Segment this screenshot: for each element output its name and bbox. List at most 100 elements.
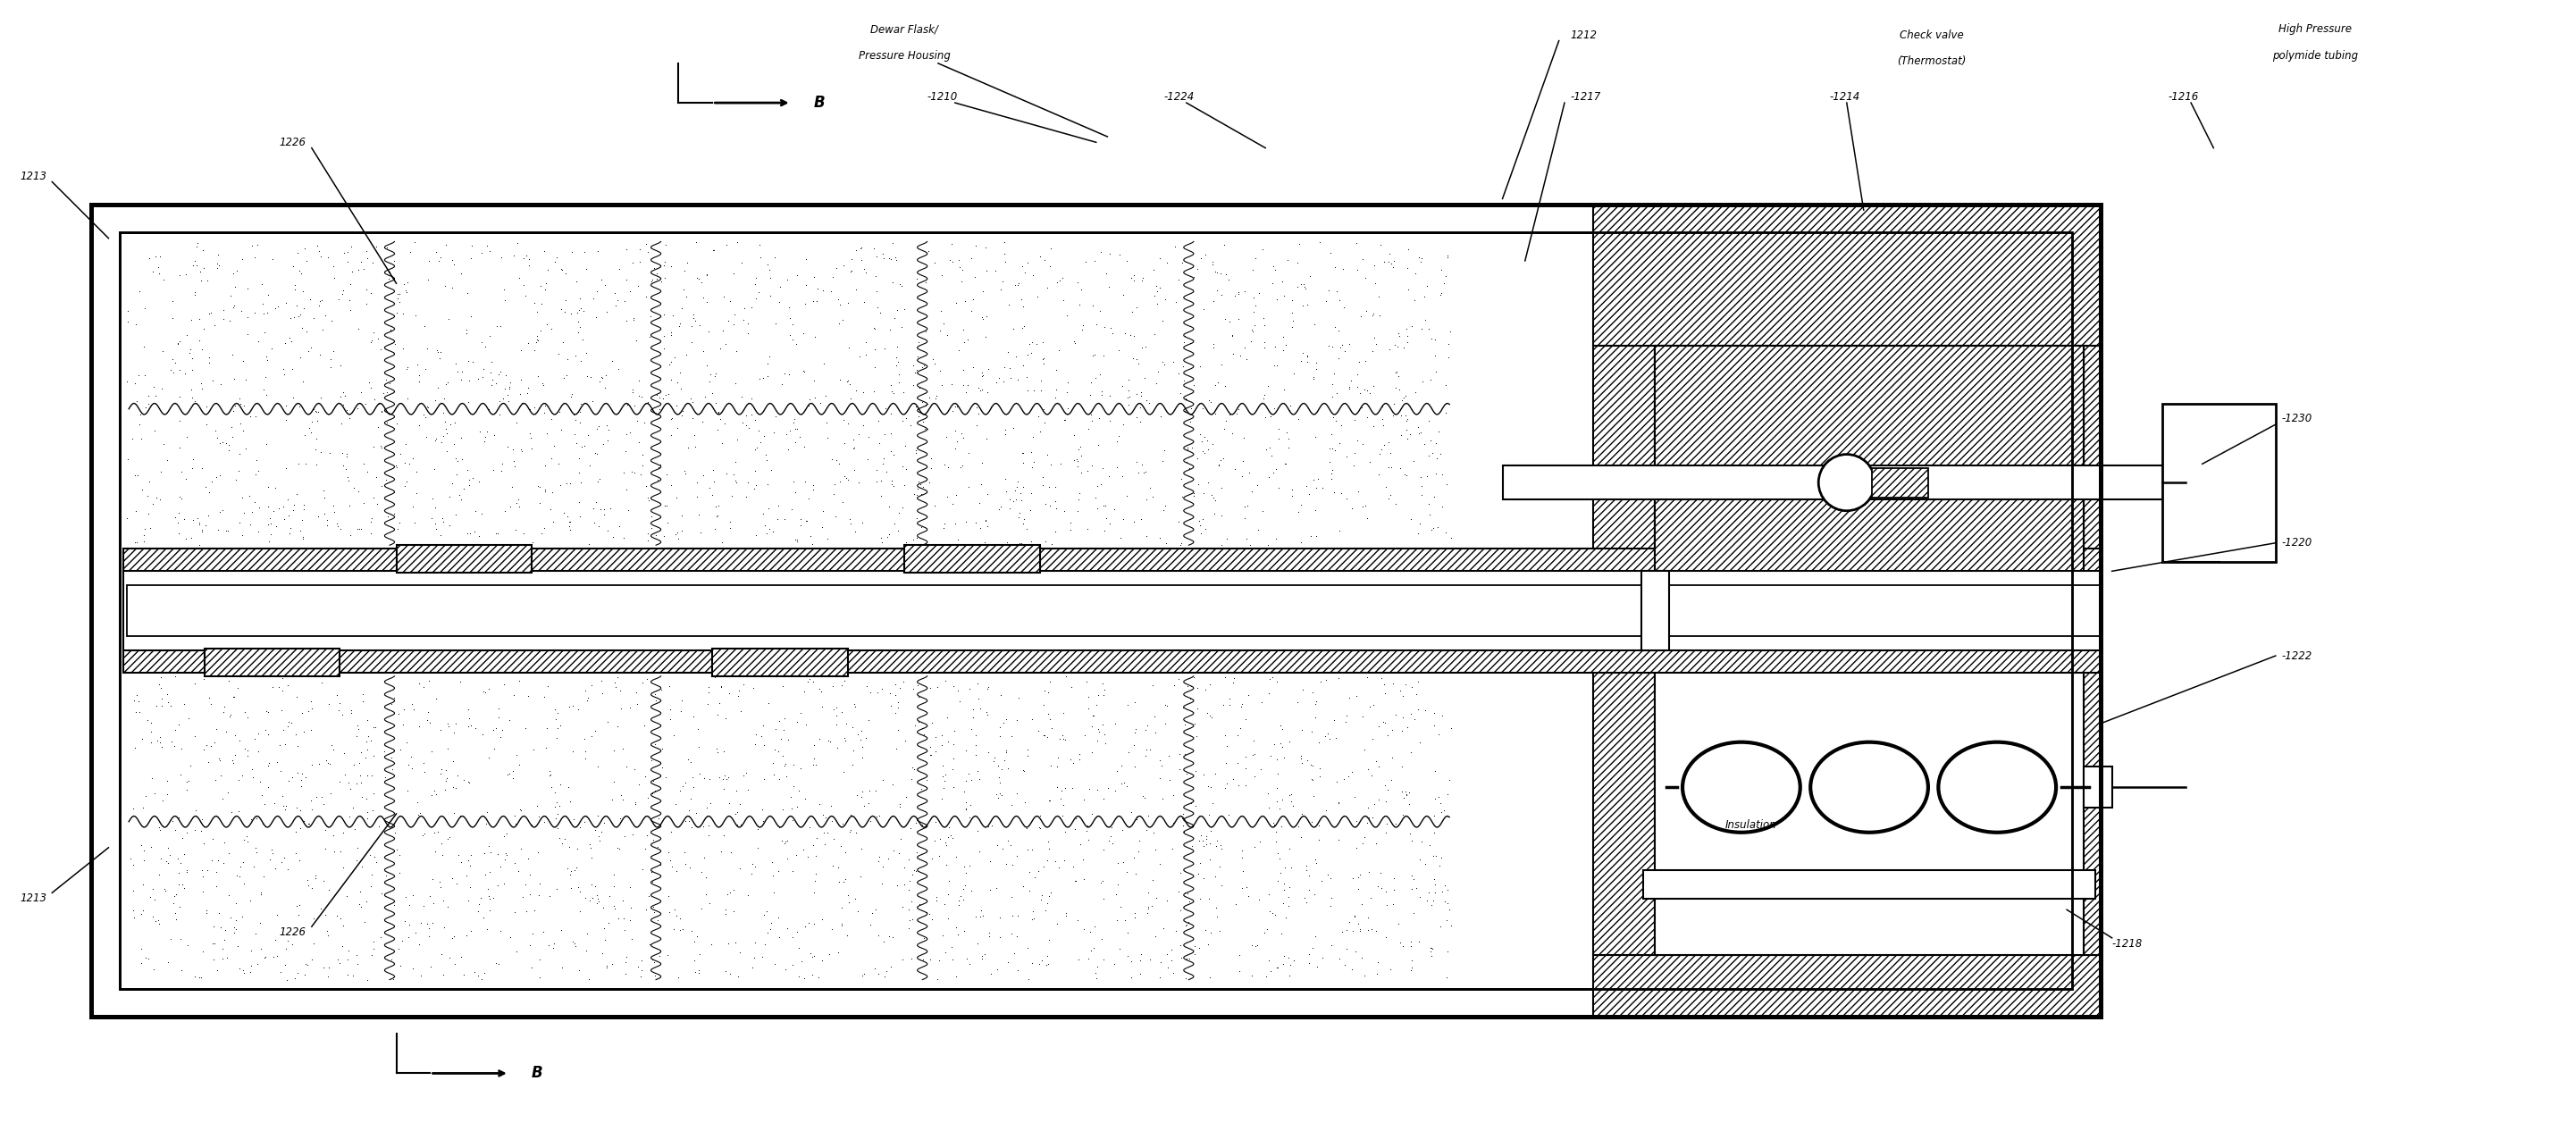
Point <box>1213 670 1255 688</box>
Point <box>376 290 417 308</box>
Point <box>394 307 435 325</box>
Point <box>1200 506 1242 524</box>
Point <box>435 465 477 483</box>
Point <box>907 903 948 921</box>
Point <box>111 849 152 867</box>
Point <box>1064 921 1105 939</box>
Point <box>425 277 466 295</box>
Point <box>265 397 307 415</box>
Point <box>933 938 974 956</box>
Point <box>1061 280 1103 299</box>
Point <box>608 283 649 301</box>
Point <box>1030 257 1072 275</box>
Point <box>381 716 422 734</box>
Point <box>657 420 698 438</box>
Point <box>417 379 459 397</box>
Point <box>211 754 252 772</box>
Point <box>191 852 232 870</box>
Point <box>1257 751 1298 769</box>
Point <box>1249 439 1291 457</box>
Point <box>1066 519 1108 537</box>
Point <box>1234 302 1275 320</box>
Point <box>1368 433 1409 451</box>
Point <box>858 299 899 317</box>
Point <box>1108 381 1149 399</box>
Point <box>1316 283 1358 301</box>
Point <box>312 826 353 844</box>
Point <box>925 428 966 446</box>
Point <box>224 874 265 892</box>
Point <box>835 523 876 541</box>
Point <box>600 810 641 828</box>
Point <box>909 745 951 763</box>
Point <box>1041 789 1082 808</box>
Point <box>662 406 703 424</box>
Point <box>1388 425 1430 443</box>
Point <box>1363 409 1404 428</box>
Point <box>585 416 626 434</box>
Point <box>641 390 683 408</box>
Point <box>1370 444 1412 463</box>
Point <box>981 273 1023 291</box>
Point <box>1350 698 1391 716</box>
Point <box>559 290 600 308</box>
Point <box>185 271 227 290</box>
Point <box>464 682 505 700</box>
Point <box>1115 724 1157 742</box>
Point <box>1255 356 1296 374</box>
Point <box>296 456 337 474</box>
Point <box>1159 512 1200 530</box>
Point <box>198 749 240 767</box>
Point <box>1139 855 1180 873</box>
Point <box>350 379 392 397</box>
Point <box>966 706 1007 724</box>
Point <box>747 354 788 372</box>
Point <box>657 968 698 986</box>
Point <box>933 402 974 420</box>
Point <box>994 944 1036 962</box>
Point <box>541 921 582 939</box>
Point <box>1260 716 1301 734</box>
Point <box>1121 271 1162 290</box>
Point <box>376 457 417 475</box>
Text: 1212: 1212 <box>1571 29 1597 41</box>
Point <box>827 338 868 356</box>
Point <box>1358 965 1399 983</box>
Point <box>1002 356 1043 374</box>
Point <box>337 719 379 737</box>
Point <box>1133 708 1175 726</box>
Point <box>1097 432 1139 450</box>
Point <box>1126 527 1167 545</box>
Point <box>605 442 647 460</box>
Point <box>198 751 240 769</box>
Point <box>546 265 587 283</box>
Point <box>1036 758 1077 776</box>
Point <box>433 927 474 946</box>
Point <box>435 955 477 973</box>
Point <box>1401 319 1443 337</box>
Point <box>1175 797 1216 815</box>
Point <box>1376 495 1417 513</box>
Point <box>1012 909 1054 927</box>
Point <box>348 809 389 827</box>
Point <box>721 253 762 271</box>
Point <box>433 474 474 492</box>
Point <box>804 835 845 853</box>
Bar <box>121 233 2074 988</box>
Point <box>925 766 966 784</box>
Point <box>155 667 196 685</box>
Point <box>1234 936 1275 955</box>
Point <box>979 768 1020 786</box>
Point <box>198 904 240 922</box>
Point <box>227 309 268 327</box>
Point <box>1159 936 1200 955</box>
Point <box>270 333 312 351</box>
Point <box>129 472 170 490</box>
Point <box>1144 497 1185 515</box>
Point <box>636 691 677 709</box>
Point <box>358 417 399 435</box>
Point <box>389 915 430 933</box>
Point <box>167 772 209 791</box>
Point <box>1394 904 1435 922</box>
Point <box>969 679 1010 697</box>
